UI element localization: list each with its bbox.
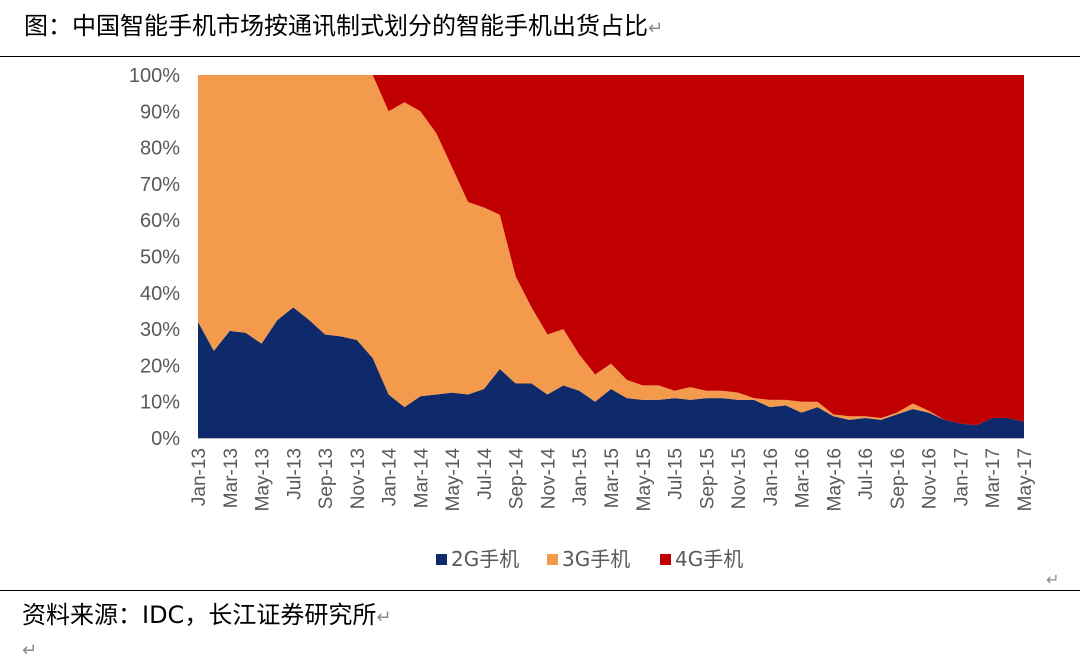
paragraph-mark-icon: ↵ — [22, 640, 38, 661]
stacked-area-chart: 0% 10% 20% 30% 40% 50% 60% 70% 80% 90% 100% Jan-13… — [129, 65, 1036, 571]
x-tick-label: Jul-14 — [475, 448, 496, 500]
x-tick-label: Jul-15 — [666, 448, 687, 500]
x-tick-label: Jul-13 — [284, 448, 305, 500]
y-tick-label: 0% — [151, 428, 180, 450]
x-tick-label: May-17 — [1015, 448, 1036, 511]
legend-label: 3G手机 — [562, 547, 630, 571]
x-tick-label: Sep-15 — [697, 448, 718, 509]
x-tick-label: May-13 — [253, 448, 274, 511]
legend-swatch — [660, 554, 671, 565]
top-rule — [0, 56, 1080, 57]
y-tick-label: 10% — [140, 392, 180, 414]
legend: 2G手机 3G手机 4G手机 — [436, 547, 743, 571]
x-tick-label: Mar-16 — [793, 448, 814, 508]
x-tick-label: Mar-17 — [983, 448, 1004, 508]
legend-label: 4G手机 — [675, 547, 743, 571]
y-tick-label: 20% — [140, 355, 180, 377]
paragraph-mark-icon: ↵ — [1046, 570, 1060, 589]
y-tick-label: 40% — [140, 283, 180, 305]
x-tick-label: Jan-17 — [951, 448, 972, 506]
x-tick-label: Jan-15 — [570, 448, 591, 506]
x-tick-label: Mar-14 — [411, 448, 432, 509]
x-tick-label: Mar-15 — [602, 448, 623, 508]
x-tick-label: Sep-14 — [507, 448, 528, 510]
x-tick-label: Jan-16 — [761, 448, 782, 506]
x-tick-label: Nov-13 — [348, 448, 369, 509]
y-tick-label: 90% — [140, 101, 180, 123]
x-tick-label: May-15 — [634, 448, 655, 511]
area-series-0 — [198, 307, 1024, 438]
source-note: 资料来源：IDC，长江证券研究所↵ — [22, 601, 392, 629]
x-tick-label: Mar-13 — [221, 448, 242, 508]
paragraph-mark-icon: ↵ — [376, 607, 392, 628]
x-tick-label: Nov-14 — [538, 448, 559, 510]
legend-swatch — [547, 554, 558, 565]
x-tick-label: May-16 — [824, 448, 845, 511]
area-series-1 — [198, 75, 1024, 426]
legend-label: 2G手机 — [451, 547, 519, 571]
y-tick-label: 50% — [140, 247, 180, 269]
x-axis: Jan-13 Mar-13 May-13 Jul-13 Sep-13 Nov-13 Jan-… — [189, 438, 1036, 512]
x-tick-label: Jul-16 — [856, 448, 877, 500]
legend-swatch — [436, 554, 447, 565]
x-tick-label: Sep-16 — [888, 448, 909, 509]
x-tick-label: Nov-15 — [729, 448, 750, 509]
figure-caption: 图：中国智能手机市场按通讯制式划分的智能手机出货占比↵ — [24, 12, 664, 40]
x-tick-label: Nov-16 — [920, 448, 941, 509]
bottom-rule — [0, 590, 1080, 591]
y-axis: 0% 10% 20% 30% 40% 50% 60% 70% 80% 90% 100% — [129, 65, 180, 450]
y-tick-label: 60% — [140, 210, 180, 232]
x-tick-label: Jan-13 — [189, 448, 210, 506]
paragraph-mark-icon: ↵ — [648, 18, 664, 39]
y-tick-label: 100% — [129, 65, 180, 87]
x-tick-label: Sep-13 — [316, 448, 337, 509]
x-tick-label: Jan-14 — [380, 448, 401, 507]
y-tick-label: 80% — [140, 138, 180, 160]
y-tick-label: 30% — [140, 319, 180, 341]
x-tick-label: May-14 — [443, 448, 464, 512]
y-tick-label: 70% — [140, 174, 180, 196]
chart-areas — [198, 75, 1024, 438]
area-series-2 — [198, 75, 1024, 426]
